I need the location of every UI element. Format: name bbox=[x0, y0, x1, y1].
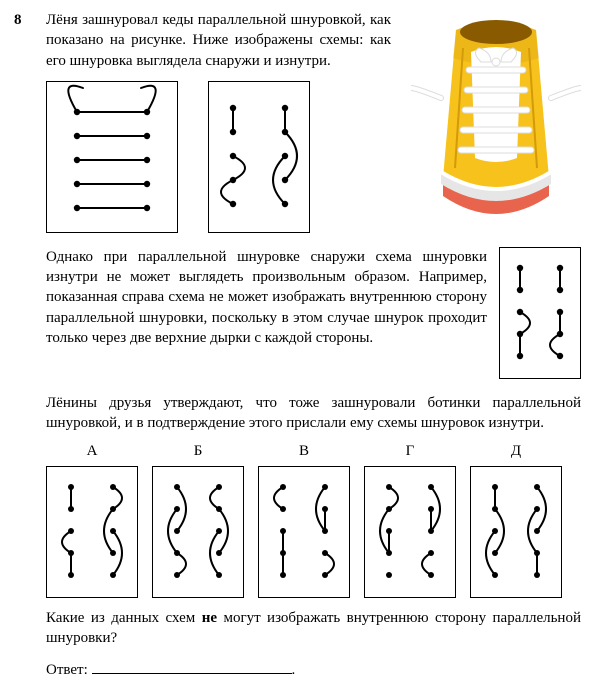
page: 8 Лёня зашнуровал кеды параллельной шнур… bbox=[0, 0, 595, 692]
option-0: А bbox=[46, 441, 138, 597]
option-diagram bbox=[470, 466, 562, 598]
para4-bold: не bbox=[202, 610, 217, 626]
diagram-outside bbox=[46, 81, 178, 233]
option-diagram bbox=[364, 466, 456, 598]
option-label: В bbox=[299, 441, 309, 461]
option-4: Д bbox=[470, 441, 562, 597]
option-label: Г bbox=[406, 441, 415, 461]
answer-label: Ответ: bbox=[46, 662, 88, 678]
paragraph-2: Однако при параллельной шнуровке снаружи… bbox=[46, 247, 487, 379]
shoe-illustration bbox=[411, 8, 581, 228]
option-diagram bbox=[46, 466, 138, 598]
diagram-example-bad bbox=[499, 247, 581, 379]
option-diagram bbox=[152, 466, 244, 598]
option-diagram bbox=[258, 466, 350, 598]
options-row: А Б В Г Д bbox=[46, 441, 581, 597]
paragraph-3: Лёнины друзья утверждают, что тоже зашну… bbox=[46, 393, 581, 434]
paragraph-2-row: Однако при параллельной шнуровке снаружи… bbox=[14, 247, 581, 379]
shoe-icon bbox=[411, 8, 581, 228]
option-label: А bbox=[87, 441, 98, 461]
option-3: Г bbox=[364, 441, 456, 597]
answer-period: . bbox=[292, 662, 296, 678]
option-2: В bbox=[258, 441, 350, 597]
para4-pre: Какие из данных схем bbox=[46, 610, 202, 626]
option-label: Д bbox=[511, 441, 521, 461]
option-1: Б bbox=[152, 441, 244, 597]
answer-row: Ответ: . bbox=[46, 658, 581, 680]
paragraph-1: Лёня зашнуровал кеды параллельной шнуров… bbox=[46, 10, 391, 71]
paragraph-4: Какие из данных схем не могут изображать… bbox=[46, 608, 581, 649]
diagram-inside bbox=[208, 81, 310, 233]
question-number: 8 bbox=[14, 10, 22, 30]
answer-input-line[interactable] bbox=[92, 658, 292, 674]
option-label: Б bbox=[194, 441, 203, 461]
